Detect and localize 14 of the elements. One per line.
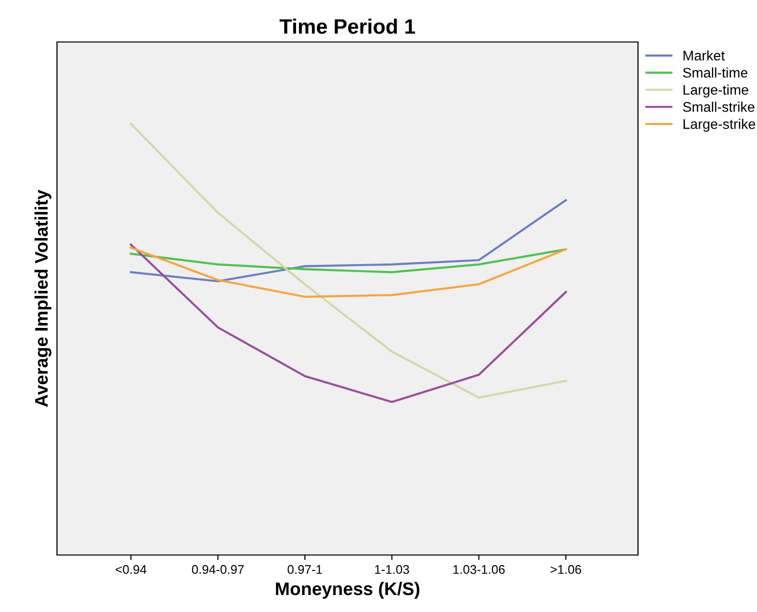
legend-label: Small-strike xyxy=(683,102,754,112)
y-axis-title: Average Implied Volatility xyxy=(34,190,52,407)
x-tick-label: <0.94 xyxy=(116,565,146,574)
x-tick-label: 1-1.03 xyxy=(375,565,410,574)
legend-label: Large-time xyxy=(684,84,748,98)
legend-label: Small-time xyxy=(683,67,748,78)
x-tick-label: 1.03-1.06 xyxy=(453,565,505,574)
x-tick-label: >1.06 xyxy=(550,565,582,574)
legend-label: Market xyxy=(684,50,725,61)
legend-label: Large-strike xyxy=(684,118,756,132)
x-tick-label: 0.94-0.97 xyxy=(192,565,244,574)
chart-title: Time Period 1 xyxy=(280,18,416,34)
x-axis-title: Moneyness (K/S) xyxy=(276,582,420,599)
x-tick-label: 0.97-1 xyxy=(288,565,322,574)
